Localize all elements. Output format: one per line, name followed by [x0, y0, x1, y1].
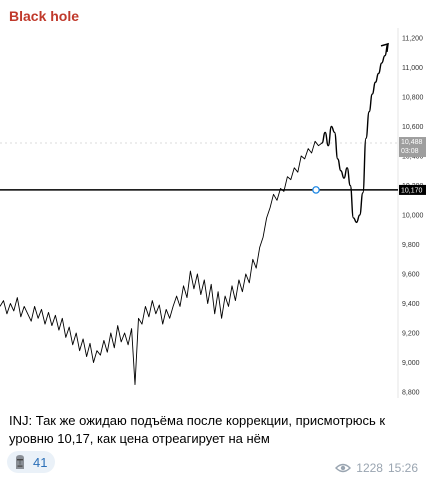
y-tick-label: 10,000: [402, 213, 424, 220]
reaction-count: 41: [33, 454, 48, 470]
y-tick-label: 9,800: [402, 242, 420, 249]
y-tick-label: 9,200: [402, 331, 420, 338]
last-price-label: 10,488: [401, 139, 423, 146]
price-chart: 8,8009,0009,2009,4009,6009,80010,00010,2…: [0, 28, 426, 398]
sender-name[interactable]: Black hole: [9, 8, 80, 24]
y-tick-label: 8,800: [402, 390, 420, 397]
message-caption: INJ: Так же ожидаю подъёма после коррекц…: [9, 413, 386, 446]
price-series-line: [0, 140, 323, 386]
y-tick-label: 11,200: [402, 36, 423, 43]
last-price-badge: [399, 137, 426, 158]
moai-icon: [16, 455, 24, 469]
level-marker: [312, 186, 320, 194]
message-meta: 1228 15:26: [335, 461, 418, 475]
y-tick-label: 9,000: [402, 360, 420, 367]
y-tick-label: 9,600: [402, 272, 420, 279]
chart-lines: [0, 42, 398, 386]
eye-icon: [335, 463, 352, 473]
y-tick-label: 10,800: [402, 95, 424, 102]
view-count: 1228: [356, 461, 383, 475]
chart-image: 8,8009,0009,2009,4009,6009,80010,00010,2…: [0, 28, 426, 398]
y-tick-label: 9,400: [402, 301, 420, 308]
forecast-arrowhead: [380, 42, 389, 52]
level-badge: [399, 184, 426, 195]
y-tick-label: 10,600: [402, 124, 424, 131]
last-price-countdown: 03:08: [401, 148, 419, 155]
y-axis-ticks: 8,8009,0009,2009,4009,6009,80010,00010,2…: [399, 36, 426, 397]
forecast-path: [321, 43, 389, 224]
reaction-button[interactable]: 41: [7, 451, 56, 473]
level-label: 10,170: [401, 187, 423, 194]
y-tick-label: 11,000: [402, 65, 423, 72]
message-time: 15:26: [387, 461, 418, 475]
chart-grid: [0, 28, 399, 398]
